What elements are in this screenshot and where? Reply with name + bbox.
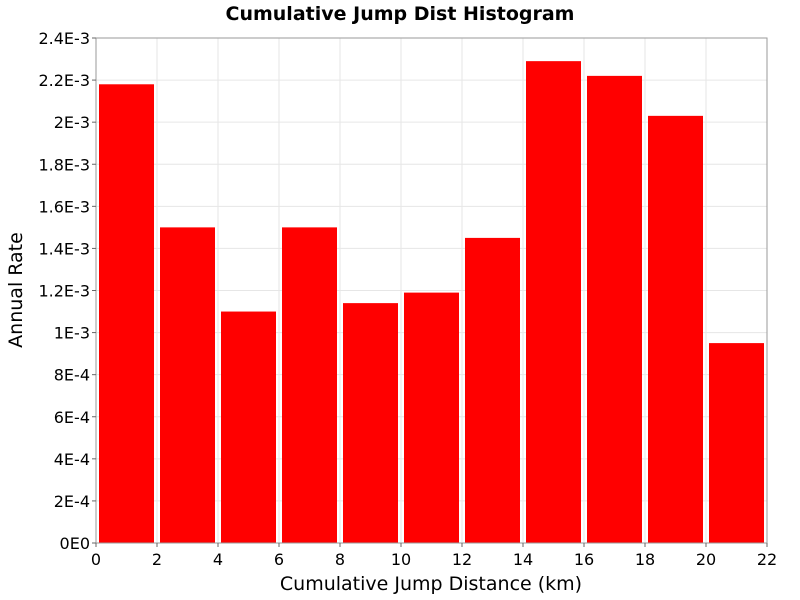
x-tick-label: 16	[574, 550, 594, 569]
y-axis-label: Annual Rate	[5, 232, 27, 348]
y-tick-label: 1.4E-3	[38, 239, 90, 258]
x-tick-label: 22	[757, 550, 777, 569]
y-tick-label: 8E-4	[54, 366, 90, 385]
y-tick-label: 1.8E-3	[38, 155, 90, 174]
histogram-bar	[587, 75, 642, 543]
y-tick-label: 4E-4	[54, 450, 90, 469]
histogram-bar	[221, 311, 276, 543]
x-tick-label: 12	[452, 550, 472, 569]
histogram-bar	[465, 237, 520, 544]
bar-layer	[99, 61, 764, 544]
x-axis-label: Cumulative Jump Distance (km)	[280, 573, 582, 595]
axis-layer: 0E0 2E-4 4E-4 6E-4 8E-4 1E-3 1.2E-3 1.4E-3 1.6E-…	[38, 29, 777, 569]
y-tick-label: 6E-4	[54, 408, 90, 427]
x-tick-label: 20	[696, 550, 716, 569]
y-tick-label: 0E0	[60, 534, 90, 553]
x-tick-label: 4	[213, 550, 223, 569]
histogram-bar	[648, 115, 703, 544]
histogram-bar	[343, 303, 398, 543]
y-tick-label: 2E-3	[54, 113, 90, 132]
y-tick-label: 1E-3	[54, 324, 90, 343]
histogram-bar	[526, 61, 581, 543]
y-tick-label: 2.2E-3	[38, 71, 90, 90]
histogram-bar	[709, 343, 764, 543]
histogram-bar	[404, 292, 459, 543]
histogram-bar	[99, 84, 154, 544]
chart-title: Cumulative Jump Dist Histogram	[226, 3, 575, 25]
x-tick-label: 0	[91, 550, 101, 569]
y-tick-label: 2.4E-3	[38, 29, 90, 48]
x-tick-label: 10	[391, 550, 411, 569]
x-tick-label: 2	[152, 550, 162, 569]
y-tick-label: 1.2E-3	[38, 282, 90, 301]
x-tick-label: 6	[274, 550, 284, 569]
y-tick-label: 1.6E-3	[38, 197, 90, 216]
histogram-bar	[160, 227, 215, 543]
histogram-bar	[282, 227, 337, 543]
x-tick-label: 18	[635, 550, 655, 569]
x-tick-label: 14	[513, 550, 533, 569]
x-tick-label: 8	[335, 550, 345, 569]
y-tick-label: 2E-4	[54, 492, 90, 511]
